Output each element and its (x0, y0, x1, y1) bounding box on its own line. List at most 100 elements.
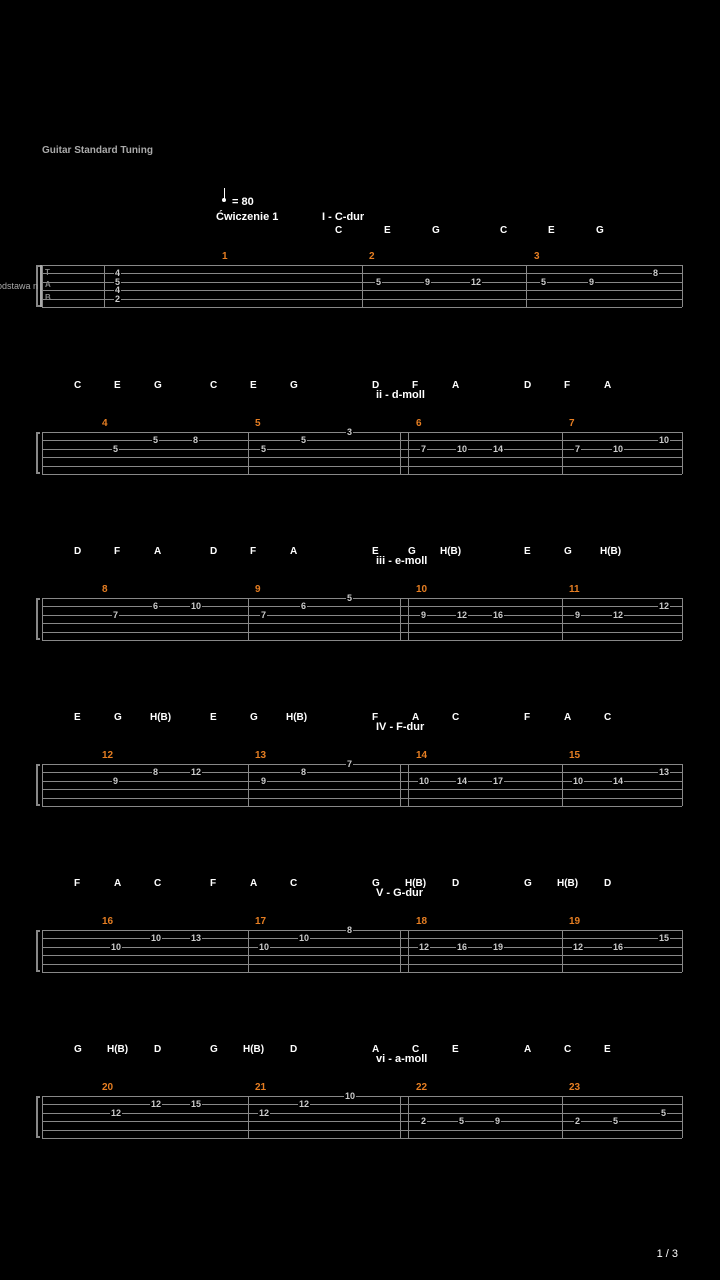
fret-number: 10 (612, 445, 624, 454)
note-name: A (154, 546, 161, 557)
chord-title: vi - a-moll (376, 1053, 427, 1065)
staff-line (42, 457, 682, 458)
fret-number: 12 (150, 1100, 162, 1109)
note-name: F (74, 878, 80, 889)
fret-number: 6 (152, 602, 159, 611)
note-name: D (452, 878, 459, 889)
note-name: G (596, 225, 604, 236)
tab-staff: 10101310108121619121615 (42, 930, 682, 972)
note-name: C (500, 225, 507, 236)
fret-number: 7 (574, 445, 581, 454)
measure-number: 9 (255, 584, 261, 595)
barline (562, 764, 563, 806)
note-name: E (74, 712, 81, 723)
fret-number: 7 (260, 611, 267, 620)
tab-staff: 76107659121691212 (42, 598, 682, 640)
staff-line (42, 930, 682, 931)
staff-line (42, 606, 682, 607)
staff-line (42, 972, 682, 973)
note-name: C (154, 878, 161, 889)
staff-line (42, 632, 682, 633)
fret-number: 10 (572, 777, 584, 786)
measure-number: 19 (569, 916, 580, 927)
note-name: G (74, 1044, 82, 1055)
staff-line (42, 764, 682, 765)
note-name: G (250, 712, 258, 723)
staff-line (42, 1096, 682, 1097)
measure-number: 12 (102, 750, 113, 761)
fret-number: 14 (612, 777, 624, 786)
fret-number: 10 (298, 934, 310, 943)
barline (400, 1096, 401, 1138)
note-name: C (74, 380, 81, 391)
note-name: E (548, 225, 555, 236)
fret-number: 9 (112, 777, 119, 786)
barline (42, 598, 43, 640)
note-name: G (290, 380, 298, 391)
fret-number: 7 (112, 611, 119, 620)
measure-number: 13 (255, 750, 266, 761)
fret-number: 5 (458, 1117, 465, 1126)
fret-number: 5 (612, 1117, 619, 1126)
fret-number: 8 (192, 436, 199, 445)
note-name: E (114, 380, 121, 391)
barline (408, 930, 409, 972)
fret-number: 13 (190, 934, 202, 943)
fret-number: 15 (658, 934, 670, 943)
barline (682, 930, 683, 972)
barline (408, 764, 409, 806)
note-name: G (154, 380, 162, 391)
staff-line (42, 1121, 682, 1122)
barline (362, 265, 363, 307)
measure-number: 1 (222, 251, 228, 262)
staff-line (42, 781, 682, 782)
fret-number: 12 (190, 768, 202, 777)
staff-line (42, 938, 682, 939)
tuning-label: Guitar Standard Tuning (42, 145, 153, 156)
note-name: H(B) (286, 712, 307, 723)
fret-number: 12 (456, 611, 468, 620)
fret-number: 10 (456, 445, 468, 454)
fret-number: 10 (344, 1092, 356, 1101)
fret-number: 8 (300, 768, 307, 777)
staff-line (42, 772, 682, 773)
barline (400, 432, 401, 474)
barline (400, 930, 401, 972)
measure-number: 2 (369, 251, 375, 262)
fret-number: 5 (660, 1109, 667, 1118)
note-name: E (524, 546, 531, 557)
barline (682, 598, 683, 640)
note-name: A (250, 878, 257, 889)
staff-line (42, 598, 682, 599)
fret-number: 10 (110, 943, 122, 952)
note-name: E (250, 380, 257, 391)
staff-line (42, 449, 682, 450)
note-name: C (564, 1044, 571, 1055)
fret-number: 6 (300, 602, 307, 611)
fret-number: 5 (540, 278, 547, 287)
tab-staff: TAB45425912598 (42, 265, 682, 307)
note-name: H(B) (107, 1044, 128, 1055)
note-name: A (372, 1044, 379, 1055)
staff-line (42, 806, 682, 807)
note-name: D (154, 1044, 161, 1055)
staff-line (42, 466, 682, 467)
note-name: A (412, 712, 419, 723)
staff-line (42, 307, 682, 308)
fret-number: 14 (456, 777, 468, 786)
fret-number: 19 (492, 943, 504, 952)
fret-number: 14 (492, 445, 504, 454)
barline (526, 265, 527, 307)
fret-number: 12 (418, 943, 430, 952)
barline (42, 764, 43, 806)
measure-number: 22 (416, 1082, 427, 1093)
staff-bracket (36, 598, 40, 640)
staff-line (42, 1138, 682, 1139)
note-name: E (384, 225, 391, 236)
fret-number: 12 (658, 602, 670, 611)
measure-number: 3 (534, 251, 540, 262)
tab-staff: 121215121210259255 (42, 1096, 682, 1138)
note-name: F (210, 878, 216, 889)
fret-number: 7 (346, 760, 353, 769)
measure-number: 21 (255, 1082, 266, 1093)
